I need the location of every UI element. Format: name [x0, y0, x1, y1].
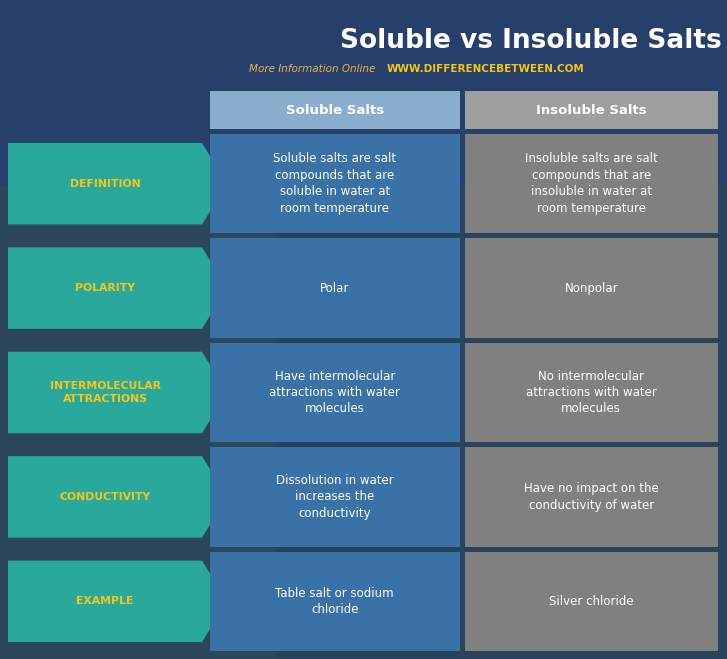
Text: Have intermolecular
attractions with water
molecules: Have intermolecular attractions with wat… [269, 370, 400, 416]
Polygon shape [8, 561, 227, 642]
Bar [465, 447, 718, 546]
Text: Soluble salts are salt
compounds that are
soluble in water at
room temperature: Soluble salts are salt compounds that ar… [273, 152, 396, 215]
Text: Table salt or sodium
chloride: Table salt or sodium chloride [276, 587, 394, 616]
Text: POLARITY: POLARITY [75, 283, 135, 293]
Bar [0, 264, 727, 330]
Bar [0, 395, 727, 461]
Bar [210, 552, 459, 651]
Text: WWW.DIFFERENCEBETWEEN.COM: WWW.DIFFERENCEBETWEEN.COM [387, 64, 585, 74]
Bar [210, 447, 459, 546]
Text: Insoluble Salts: Insoluble Salts [536, 103, 646, 117]
Bar [0, 330, 727, 395]
Bar [465, 91, 718, 129]
Text: More Information Online: More Information Online [249, 64, 382, 74]
Bar [465, 134, 718, 233]
Text: Polar: Polar [320, 281, 350, 295]
Text: INTERMOLECULAR
ATTRACTIONS: INTERMOLECULAR ATTRACTIONS [49, 382, 161, 404]
Text: Soluble vs Insoluble Salts: Soluble vs Insoluble Salts [340, 28, 722, 54]
Text: Soluble Salts: Soluble Salts [286, 103, 384, 117]
Polygon shape [8, 247, 227, 329]
Polygon shape [8, 456, 227, 538]
Bar [0, 461, 727, 527]
Bar [210, 134, 459, 233]
Bar [0, 527, 727, 593]
Bar [210, 343, 459, 442]
Bar [465, 239, 718, 338]
Text: Dissolution in water
increases the
conductivity: Dissolution in water increases the condu… [276, 474, 393, 520]
Text: No intermolecular
attractions with water
molecules: No intermolecular attractions with water… [526, 370, 656, 416]
Text: Silver chloride: Silver chloride [549, 595, 633, 608]
Text: EXAMPLE: EXAMPLE [76, 596, 134, 606]
Bar [0, 0, 727, 185]
Bar [0, 132, 727, 198]
Text: DEFINITION: DEFINITION [70, 179, 140, 188]
Text: Nonpolar: Nonpolar [564, 281, 618, 295]
Bar [465, 552, 718, 651]
Bar [210, 91, 459, 129]
Polygon shape [8, 143, 227, 225]
Polygon shape [8, 352, 227, 433]
Bar [0, 198, 727, 264]
Bar [0, 0, 276, 659]
Bar [210, 239, 459, 338]
Text: CONDUCTIVITY: CONDUCTIVITY [60, 492, 150, 502]
Text: Insoluble salts are salt
compounds that are
insoluble in water at
room temperatu: Insoluble salts are salt compounds that … [525, 152, 658, 215]
Bar [465, 343, 718, 442]
Text: Have no impact on the
conductivity of water: Have no impact on the conductivity of wa… [524, 482, 659, 511]
Bar [0, 593, 727, 659]
